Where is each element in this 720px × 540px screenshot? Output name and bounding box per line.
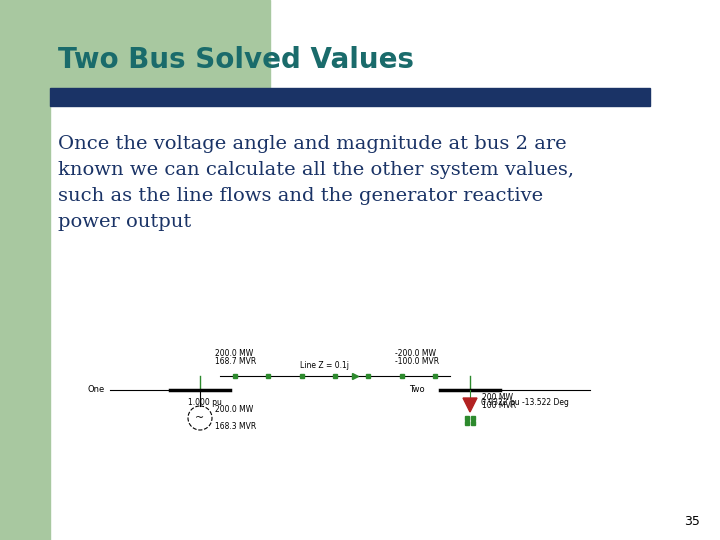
Bar	[50, 88, 650, 106]
Text: -200.0 MW: -200.0 MW	[395, 349, 436, 358]
Polygon shape	[463, 398, 477, 412]
Text: 35: 35	[684, 515, 700, 528]
Text: Two Bus Solved Values: Two Bus Solved Values	[58, 46, 414, 74]
Text: 200.0 MW: 200.0 MW	[215, 349, 253, 358]
Text: Once the voltage angle and magnitude at bus 2 are: Once the voltage angle and magnitude at …	[58, 135, 567, 153]
Text: Line Z = 0.1j: Line Z = 0.1j	[300, 361, 349, 370]
Bar	[0, 0, 50, 540]
Text: 168.3 MVR: 168.3 MVR	[215, 422, 256, 431]
Text: known we can calculate all the other system values,: known we can calculate all the other sys…	[58, 161, 574, 179]
Text: power output: power output	[58, 213, 192, 231]
Text: 100 MVR: 100 MVR	[482, 401, 516, 410]
Text: ~: ~	[195, 413, 204, 423]
Text: 1.000 pu: 1.000 pu	[188, 398, 222, 407]
Bar	[0, 0, 270, 88]
Text: -100.0 MVR: -100.0 MVR	[395, 357, 439, 366]
Text: 200.0 MW: 200.0 MW	[215, 405, 253, 414]
Text: 200 MW: 200 MW	[482, 393, 513, 402]
Text: Two: Two	[410, 386, 425, 395]
Text: One: One	[88, 386, 105, 395]
Text: such as the line flows and the generator reactive: such as the line flows and the generator…	[58, 187, 543, 205]
Text: 168.7 MVR: 168.7 MVR	[215, 357, 256, 366]
Text: 0.9322 pu -13.522 Deg: 0.9322 pu -13.522 Deg	[481, 398, 569, 407]
